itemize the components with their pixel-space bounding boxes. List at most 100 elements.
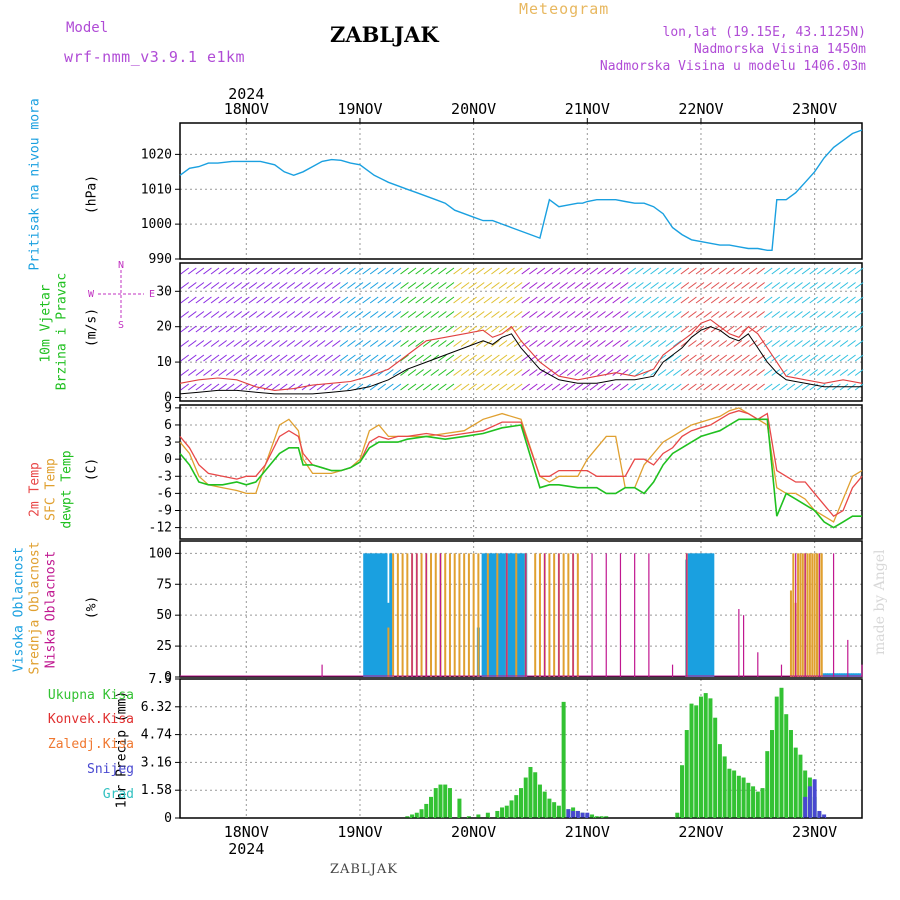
wind-barb — [400, 383, 409, 391]
top-day-label: 22NOV — [678, 100, 723, 118]
wind-barb — [763, 369, 773, 376]
wind-barb — [589, 369, 599, 376]
cloud-bar-mid — [392, 553, 395, 677]
wind-barb — [816, 296, 826, 304]
y-tick-label: 4.74 — [141, 728, 172, 743]
precip-bar-total — [736, 775, 741, 818]
wind-barb — [627, 369, 637, 376]
wind-barb — [498, 340, 508, 347]
wind-barb — [544, 354, 553, 362]
wind-barb — [816, 369, 826, 376]
cloud-bar-high — [836, 673, 840, 677]
wind-barb — [248, 267, 258, 275]
wind-barb — [438, 267, 447, 275]
cloud-bar-high — [704, 553, 708, 677]
wind-barb — [688, 282, 697, 289]
wind-barb — [741, 354, 750, 362]
pressure-line — [179, 129, 863, 252]
wind-barb — [301, 282, 311, 289]
wind-barb — [816, 311, 826, 318]
wind-barb — [619, 267, 629, 275]
precip-bar-total — [594, 816, 599, 818]
wind-barb — [453, 267, 462, 275]
wind-barb — [369, 340, 379, 347]
wind-barb — [718, 340, 728, 347]
wind-barb — [233, 311, 243, 318]
wind-barb — [582, 354, 591, 362]
wind-barb — [286, 354, 296, 362]
wind-barb — [718, 296, 728, 304]
wind-barb — [180, 282, 190, 289]
wind-barb — [438, 296, 447, 304]
wind-barb — [278, 325, 288, 333]
wind-barb — [483, 340, 493, 347]
wind-barb — [665, 354, 675, 362]
wind-barb — [218, 340, 227, 347]
compass-e: E — [149, 289, 155, 300]
wind-barb — [233, 369, 243, 376]
wind-barb — [324, 282, 334, 289]
cloud-bar-high — [853, 673, 857, 677]
wind-barb — [680, 267, 690, 275]
wind-barb — [294, 340, 303, 347]
wind-barb — [839, 325, 849, 333]
wind-barb — [559, 296, 568, 304]
wind-barb — [354, 311, 364, 318]
wind-barb — [385, 354, 394, 362]
y-tick-label: -9 — [156, 503, 172, 518]
cloud-bar-low — [544, 553, 546, 677]
wind-barb — [847, 267, 856, 275]
cloud-bar-low — [804, 553, 806, 677]
wind-barb — [377, 282, 387, 289]
wind-barb — [854, 296, 864, 304]
cloud-bar-low — [818, 553, 820, 677]
wind-barb — [385, 267, 394, 275]
wind-barb — [521, 267, 531, 275]
wind-barb — [422, 296, 432, 304]
wind-barb — [347, 369, 356, 376]
wind-barb — [392, 354, 402, 362]
wind-barb — [453, 383, 462, 391]
cloud-bar-high — [827, 673, 831, 677]
wind-barb — [400, 282, 409, 289]
wind-barb — [491, 369, 500, 376]
wind-barb — [786, 296, 796, 304]
wind-barb — [309, 340, 318, 347]
wind-barb — [627, 325, 637, 333]
bottom-day-label: 18NOV — [224, 823, 269, 841]
precip-bar-total — [765, 751, 770, 818]
wind-barb — [710, 340, 720, 347]
wind-barb — [339, 311, 349, 318]
model-elevation-label: Nadmorska Visina u modelu 1406.03m — [599, 59, 866, 74]
wind-barb — [422, 340, 432, 347]
cloud-bar-low — [425, 553, 427, 677]
wind-barb — [733, 369, 743, 376]
y-tick-label: 0 — [164, 670, 172, 685]
wind-barb — [347, 325, 356, 333]
wind-barb — [491, 311, 500, 318]
wind-barb — [710, 369, 720, 376]
wind-barb — [839, 311, 849, 318]
wind-barb — [422, 325, 432, 333]
precip-bar-total — [590, 814, 595, 818]
wind-barb — [362, 354, 371, 362]
wind-barb — [233, 267, 243, 275]
cloud-bar-high — [694, 553, 698, 677]
y-tick-label: 1020 — [141, 147, 172, 162]
wind-barb — [756, 296, 765, 304]
wind-barb — [453, 354, 462, 362]
wind-barb — [369, 282, 379, 289]
wind-barb — [362, 282, 371, 289]
wind-barb — [824, 325, 834, 333]
wind-barb — [316, 340, 326, 347]
wind-barb — [278, 369, 288, 376]
wind-barb — [392, 267, 402, 275]
wind-barb — [415, 296, 424, 304]
precip-bar-total — [694, 705, 699, 818]
wind-barb — [407, 354, 417, 362]
wind-barb — [468, 325, 477, 333]
cloud-bar-low — [572, 553, 574, 677]
wind-barb — [225, 311, 235, 318]
wind-barb — [794, 311, 803, 318]
wind-barb — [748, 383, 758, 391]
